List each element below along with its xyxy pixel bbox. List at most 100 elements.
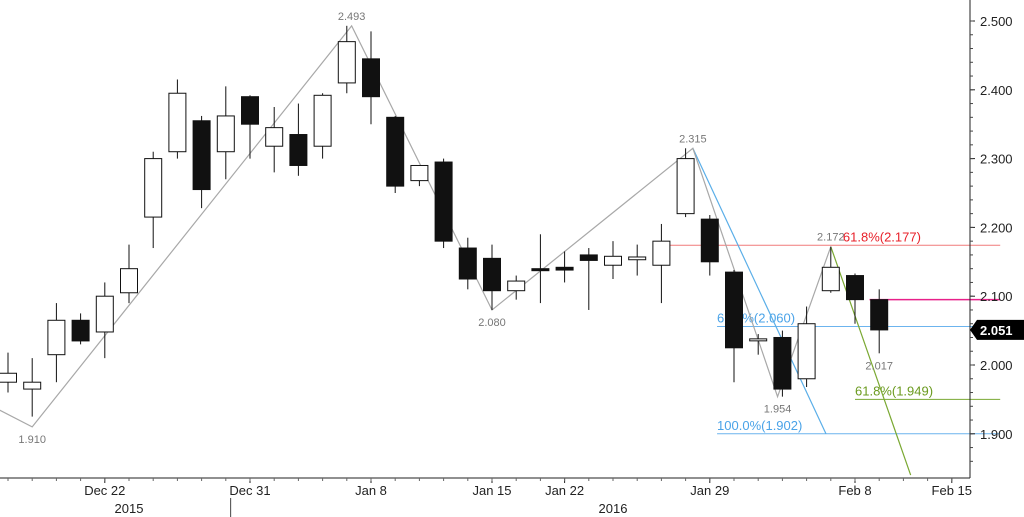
y-tick-label: 1.900 xyxy=(980,427,1013,442)
candle-body xyxy=(579,254,598,261)
x-tick-label: Jan 22 xyxy=(545,483,584,498)
candle-body xyxy=(846,275,864,301)
candle-body xyxy=(870,299,889,331)
candle-29 xyxy=(700,215,719,276)
candle-body xyxy=(71,319,90,342)
candle-17 xyxy=(410,164,429,187)
fib-label-3: 61.8%(1.949) xyxy=(855,383,933,398)
candle-18 xyxy=(434,158,453,249)
candle-body xyxy=(797,323,816,380)
candles xyxy=(0,25,889,417)
candle-7 xyxy=(168,79,187,159)
candle-21 xyxy=(507,275,526,300)
point-label-5: 2.172 xyxy=(817,232,845,244)
candle-1 xyxy=(23,358,42,417)
candle-26 xyxy=(628,244,647,276)
y-tick-label: 2.500 xyxy=(980,14,1013,29)
candle-body xyxy=(676,158,695,215)
candle-4 xyxy=(95,282,114,359)
candle-body xyxy=(821,266,840,292)
last-price-label: 2.051 xyxy=(980,323,1013,338)
candle-body xyxy=(289,134,308,166)
candle-body xyxy=(241,96,259,125)
candle-body xyxy=(192,120,211,191)
y-tick-label: 2.000 xyxy=(980,358,1013,373)
point-label-6: 2.017 xyxy=(865,360,893,372)
candle-15 xyxy=(362,31,380,125)
candle-6 xyxy=(144,151,163,249)
y-tick-label: 2.400 xyxy=(980,83,1013,98)
candle-body xyxy=(773,336,792,390)
candle-19 xyxy=(458,237,477,290)
x-tick-label: Feb 15 xyxy=(932,483,972,498)
candle-5 xyxy=(120,244,138,304)
candle-36 xyxy=(870,289,889,354)
candle-16 xyxy=(386,115,405,193)
point-labels: 1.910 2.493 2.080 2.315 1.954 2.172 2.017 xyxy=(18,11,893,446)
y-tick-label: 2.100 xyxy=(980,289,1013,304)
fib-label-0: 61.8%(2.177) xyxy=(843,229,921,244)
candle-body xyxy=(434,161,453,242)
candle-body xyxy=(531,268,550,272)
year-label: 2016 xyxy=(599,501,628,516)
x-tick-label: Jan 15 xyxy=(472,483,511,498)
candle-35 xyxy=(846,273,864,324)
candle-body xyxy=(265,127,284,147)
candle-body xyxy=(362,58,380,98)
y-tick-label: 2.200 xyxy=(980,220,1013,235)
candle-body xyxy=(507,280,526,292)
candle-8 xyxy=(192,115,211,209)
fib-label-2: 100.0%(1.902) xyxy=(717,418,802,433)
x-tick-label: Dec 22 xyxy=(84,483,125,498)
point-label-3: 2.315 xyxy=(679,133,707,145)
candle-body xyxy=(410,164,429,182)
trend-line-0 xyxy=(692,148,827,435)
candle-33 xyxy=(797,306,816,388)
candle-0 xyxy=(0,352,17,393)
candle-31 xyxy=(749,334,768,355)
y-tick-label: 2.300 xyxy=(980,152,1013,167)
candle-27 xyxy=(652,223,671,304)
candle-11 xyxy=(265,107,284,173)
x-tick-label: Jan 8 xyxy=(355,483,387,498)
candle-34 xyxy=(821,246,840,293)
candle-30 xyxy=(725,270,743,383)
point-label-1: 2.493 xyxy=(338,11,366,23)
candle-body xyxy=(458,247,477,280)
candle-body xyxy=(47,319,66,356)
year-label: 2015 xyxy=(115,501,144,516)
candle-body xyxy=(555,266,574,271)
candle-body xyxy=(95,295,114,333)
candle-body xyxy=(483,257,501,292)
x-tick-label: Feb 8 xyxy=(838,483,871,498)
candle-23 xyxy=(555,251,574,283)
candle-2 xyxy=(47,303,66,383)
x-tick-label: Jan 29 xyxy=(690,483,729,498)
candle-body xyxy=(313,94,332,147)
candle-body xyxy=(386,116,405,187)
candle-32 xyxy=(773,330,792,397)
candle-14 xyxy=(337,25,356,94)
candle-9 xyxy=(216,86,235,180)
candle-body xyxy=(0,372,17,383)
candle-24 xyxy=(579,248,598,310)
candle-12 xyxy=(289,103,308,176)
candle-body xyxy=(337,41,356,84)
candle-body xyxy=(652,240,671,266)
trend-line-1 xyxy=(830,246,912,476)
candle-body xyxy=(725,271,743,349)
candle-13 xyxy=(313,93,332,159)
point-label-0: 1.910 xyxy=(18,434,46,446)
candle-body xyxy=(700,218,719,263)
point-label-4: 1.954 xyxy=(764,404,792,416)
candle-body xyxy=(144,158,163,218)
candle-3 xyxy=(71,313,90,345)
candle-10 xyxy=(241,95,259,159)
trend-lines xyxy=(692,148,912,476)
candle-body xyxy=(168,92,187,153)
last-price-box xyxy=(970,319,1024,340)
x-tick-label: Dec 31 xyxy=(229,483,270,498)
candle-28 xyxy=(676,148,695,218)
